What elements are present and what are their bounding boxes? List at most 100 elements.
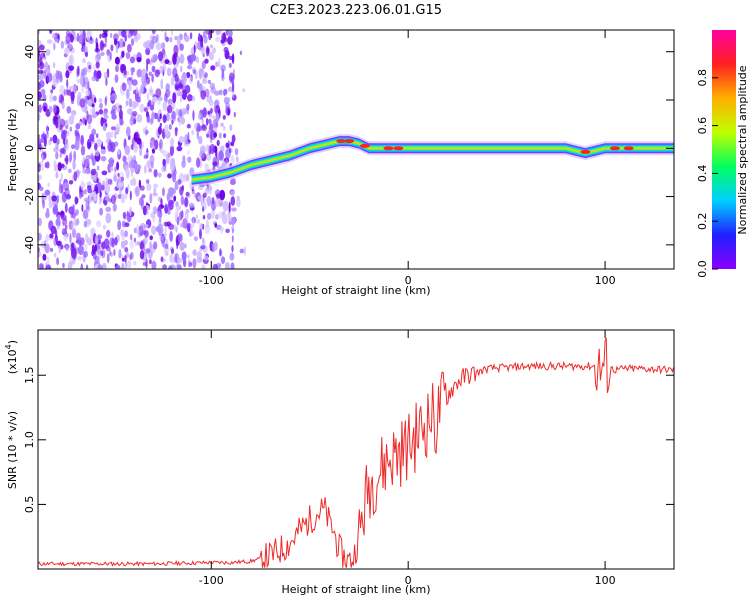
noise-speckle (216, 224, 222, 230)
noise-speckle (76, 218, 80, 226)
noise-speckle (146, 61, 149, 72)
noise-speckle (148, 259, 152, 265)
noise-speckle (178, 233, 183, 243)
noise-speckle (62, 214, 67, 221)
noise-speckle (228, 201, 231, 213)
noise-speckle (202, 215, 206, 220)
noise-speckle (199, 228, 202, 240)
noise-speckle (215, 213, 219, 220)
noise-speckle (51, 195, 57, 202)
noise-speckle (106, 49, 111, 54)
noise-speckle (205, 30, 211, 35)
snr-x-ticks: -100 0 100 (199, 330, 616, 587)
noise-speckle (77, 91, 82, 101)
noise-speckle (194, 192, 197, 199)
noise-speckle (183, 173, 188, 182)
noise-speckle (95, 133, 99, 138)
noise-speckle (162, 64, 165, 71)
noise-speckle (151, 111, 155, 120)
noise-speckle (55, 217, 61, 227)
y-tick-label: 40 (23, 45, 36, 59)
noise-speckle (46, 39, 53, 44)
noise-speckle (239, 248, 244, 254)
noise-speckle (141, 194, 146, 199)
noise-speckle (146, 183, 152, 191)
noise-speckle (99, 102, 103, 109)
noise-speckle (74, 136, 81, 145)
noise-speckle (166, 89, 171, 96)
noise-speckle (55, 151, 59, 160)
noise-speckle (112, 203, 117, 212)
noise-speckle (102, 262, 107, 269)
noise-speckle (131, 30, 138, 36)
noise-speckle (124, 230, 128, 238)
noise-speckle (69, 126, 73, 132)
y-tick-label: 20 (23, 93, 36, 107)
noise-speckle (49, 247, 54, 252)
noise-speckle (68, 180, 74, 185)
noise-speckle (161, 42, 166, 50)
noise-speckle (169, 200, 175, 206)
noise-speckle (149, 104, 155, 111)
noise-speckle (161, 30, 164, 33)
noise-speckle (80, 180, 84, 191)
noise-speckle (144, 230, 149, 238)
noise-speckle (45, 264, 52, 269)
noise-speckle (88, 141, 92, 148)
noise-speckle (205, 197, 211, 203)
noise-speckle (196, 218, 201, 224)
noise-speckle (169, 144, 175, 156)
noise-speckle (136, 98, 141, 103)
noise-speckle (63, 89, 66, 96)
figure-title: C2E3.2023.223.06.01.G15 (270, 3, 442, 18)
noise-speckle (118, 109, 123, 120)
noise-speckle (192, 258, 197, 269)
noise-speckle (110, 126, 117, 131)
noise-speckle (56, 257, 59, 266)
noise-speckle (231, 53, 235, 64)
noise-speckle (154, 139, 159, 150)
noise-speckle (164, 227, 167, 234)
noise-speckle (189, 32, 193, 40)
noise-speckle (56, 138, 60, 145)
noise-speckle (210, 107, 213, 114)
noise-speckle (129, 238, 134, 250)
noise-speckle (165, 153, 170, 165)
noise-speckle (198, 32, 201, 43)
noise-speckle (113, 33, 119, 41)
noise-speckle (86, 110, 89, 121)
noise-speckle (124, 145, 131, 156)
noise-speckle (125, 126, 131, 137)
noise-speckle (186, 173, 190, 182)
noise-speckle (193, 236, 198, 242)
noise-speckle (211, 115, 215, 120)
noise-speckle (101, 170, 108, 176)
noise-speckle (94, 149, 100, 157)
noise-speckle (64, 47, 70, 55)
noise-speckle (49, 30, 53, 34)
noise-speckle (49, 93, 53, 103)
snr-scale-label: (x104) (4, 340, 19, 374)
noise-speckle (70, 91, 75, 102)
x-tick-label: 100 (595, 274, 616, 287)
noise-speckle (53, 42, 56, 51)
noise-speckle (85, 51, 88, 58)
noise-speckle (180, 65, 183, 73)
noise-speckle (181, 210, 184, 219)
noise-speckle (61, 227, 65, 233)
noise-speckle (114, 236, 118, 246)
noise-speckle (74, 209, 79, 216)
noise-speckle (132, 176, 136, 187)
noise-speckle (203, 201, 207, 211)
noise-speckle (195, 56, 199, 64)
noise-speckle (192, 249, 197, 256)
noise-speckle (220, 225, 223, 234)
noise-speckle (168, 124, 172, 130)
noise-speckle (149, 89, 154, 94)
noise-speckle (228, 72, 235, 82)
noise-speckle (160, 166, 167, 173)
noise-speckle (192, 69, 196, 75)
noise-speckle (99, 33, 102, 39)
noise-speckle (42, 253, 47, 261)
